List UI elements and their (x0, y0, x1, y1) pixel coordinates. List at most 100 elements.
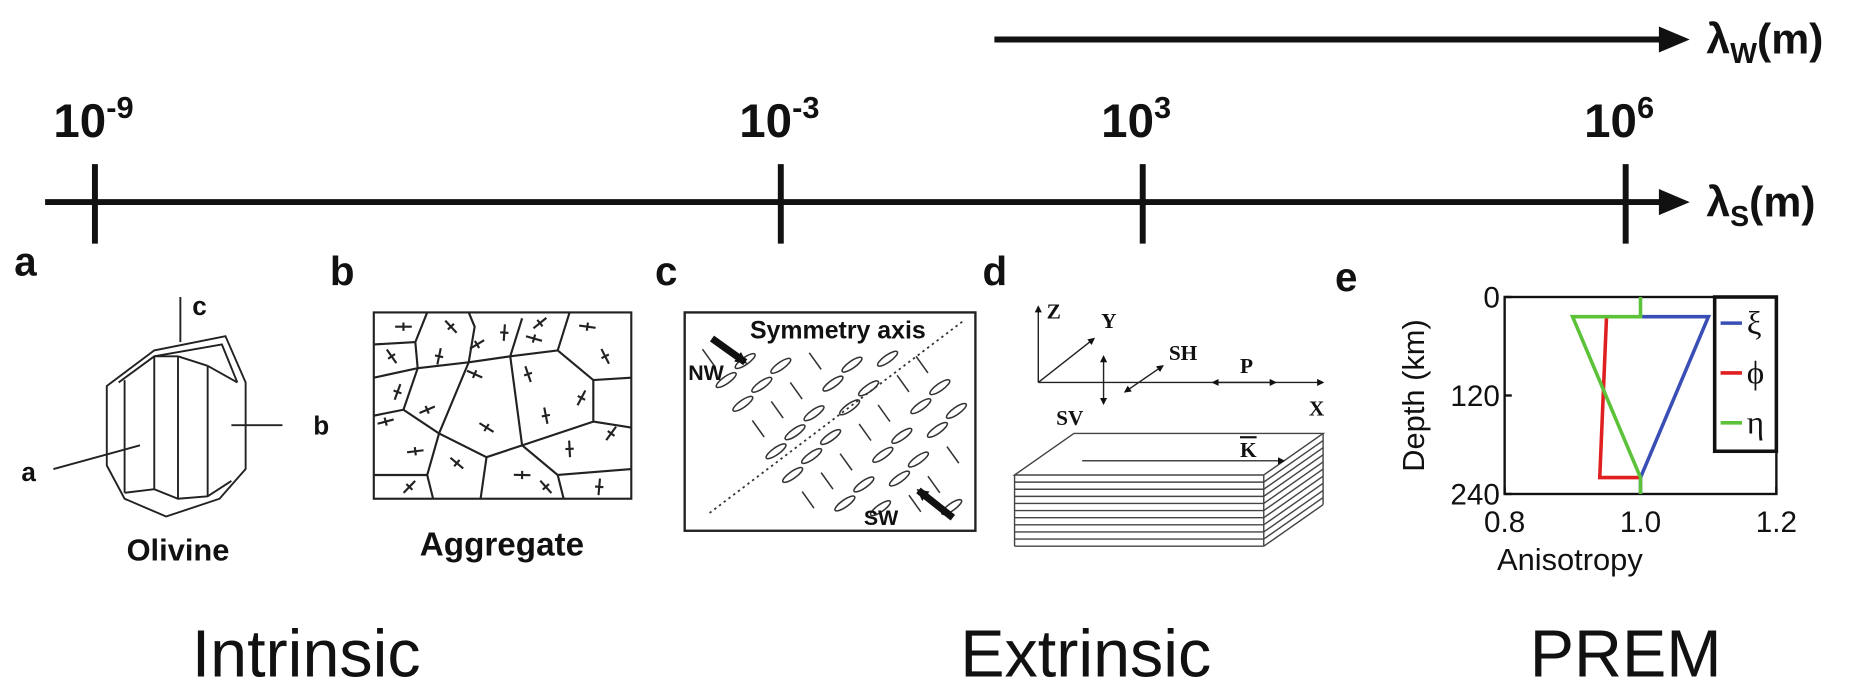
wavelength-label: λW(m) (1706, 16, 1823, 70)
fabric-grain (890, 426, 914, 445)
fabric-grain (907, 450, 931, 469)
panel-letter: a (14, 239, 37, 285)
grain-mark (533, 335, 535, 343)
grain-mark (524, 373, 532, 376)
fabric-grain (926, 420, 950, 439)
fabric-line (809, 353, 821, 370)
fabric-grain (876, 349, 900, 368)
symmetry-axis (710, 321, 964, 513)
footer-label: PREM (1530, 618, 1722, 683)
fabric-line (947, 447, 959, 464)
label: X (1309, 397, 1325, 421)
x-tick-label: 1.0 (1620, 506, 1661, 539)
arrow (918, 490, 952, 517)
grain-mark (385, 418, 387, 426)
arrow-head (1659, 189, 1690, 215)
y-axis-title: Depth (km) (1396, 319, 1431, 472)
legend-label: η (1747, 404, 1764, 441)
panel-letter: b (330, 248, 355, 294)
fabric-grain (781, 465, 805, 484)
footer-label: Extrinsic (960, 618, 1211, 683)
fabric-grain (833, 494, 857, 513)
fabric-line (916, 356, 928, 373)
fabric (702, 349, 968, 518)
scale-tick-label: 106 (1584, 90, 1654, 148)
fabric-grain (750, 375, 774, 394)
fabric-grain (819, 427, 843, 446)
aggregate (374, 312, 631, 498)
grain-mark (426, 406, 429, 414)
fabric-grain (783, 423, 807, 442)
legend-label: ϕ (1747, 355, 1765, 392)
label: K (1240, 438, 1257, 462)
fabric-line (771, 401, 783, 418)
grain-mark (500, 332, 508, 333)
fabric-grain (840, 355, 864, 374)
fabric-line (821, 473, 833, 490)
label: NW (688, 361, 724, 385)
tick-base: 10 (739, 95, 792, 148)
footer-label: Intrinsic (192, 618, 421, 683)
tick-exponent: -9 (106, 90, 133, 125)
y-tick-label: 120 (1450, 380, 1499, 413)
label: SH (1169, 341, 1198, 365)
fabric-grain (769, 356, 793, 375)
panel-letter: e (1335, 254, 1357, 300)
fabric-grain (838, 398, 862, 417)
panel-letter: d (983, 248, 1008, 294)
crystal-axis: a (21, 457, 36, 487)
fabric-grain (800, 446, 824, 465)
fabric-line (802, 492, 814, 509)
series-line (1641, 317, 1709, 494)
tick-base: 10 (1101, 95, 1154, 148)
tick-exponent: 6 (1637, 90, 1654, 125)
x-tick-label: 0.8 (1484, 506, 1525, 539)
caption: Olivine (127, 532, 230, 567)
grain-mark (394, 391, 402, 394)
fabric-grain (945, 401, 969, 420)
grain-mark (595, 486, 603, 487)
figure: 10-910-3103106 λW(m) λS(m) a b c d e c b… (0, 0, 1863, 683)
x-axis-title: Anisotropy (1497, 542, 1643, 577)
olivine-crystal (53, 297, 282, 517)
label: Y (1101, 309, 1116, 333)
grain-mark (542, 415, 550, 417)
fabric-line (752, 420, 764, 437)
scale-tick-label: 103 (1101, 90, 1171, 148)
size-label: λS(m) (1706, 178, 1815, 232)
label: SV (1056, 406, 1084, 430)
fabric-line (840, 454, 852, 471)
fabric-grain (909, 396, 933, 415)
fabric-grain (857, 379, 881, 398)
fabric-grain (871, 445, 895, 464)
scale-tick-label: 10-3 (739, 90, 819, 148)
tick-base: 10 (1584, 95, 1637, 148)
arrow-head (1659, 26, 1690, 52)
fabric-line (859, 424, 871, 441)
fabric-line (909, 495, 921, 512)
fabric-grain (731, 394, 755, 413)
arrow (712, 339, 745, 363)
label: Z (1047, 299, 1061, 323)
layers (1015, 433, 1324, 546)
label: Symmetry axis (750, 317, 926, 345)
fabric-line (790, 382, 802, 399)
tick-base: 10 (53, 95, 106, 148)
fabric-line (897, 375, 909, 392)
tick-exponent: -3 (792, 90, 819, 125)
fabric-grain (764, 442, 788, 461)
fabric-line (928, 476, 940, 493)
fabric-grain (802, 404, 826, 423)
y-tick-label: 0 (1483, 282, 1500, 315)
fabric-grain (888, 469, 912, 488)
crystal-axis: c (192, 291, 207, 321)
panel-letter: c (655, 248, 677, 294)
legend-label: ξ (1747, 305, 1762, 342)
scale-tick-label: 10-9 (53, 90, 133, 148)
fabric-grain (928, 377, 952, 396)
fabric-grain (821, 374, 845, 393)
caption: Aggregate (420, 527, 584, 564)
tick-exponent: 3 (1154, 90, 1171, 125)
